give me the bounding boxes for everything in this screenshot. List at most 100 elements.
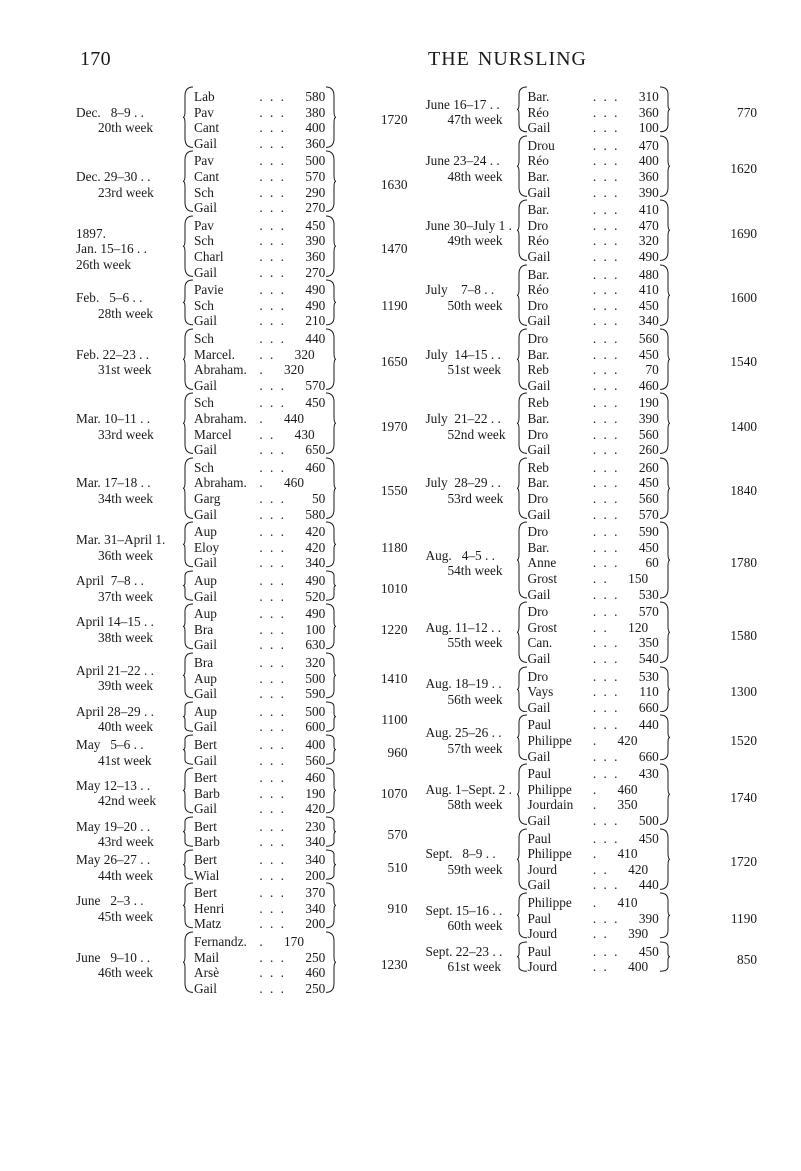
person-name: Sch [194,395,254,411]
leader-dots: . . . [588,378,625,393]
person-value: 260 [625,460,659,476]
leader-dots: . . . [254,655,291,670]
person-name: Bra [194,655,254,671]
date-line: 55th week [426,635,534,651]
person-value: 450 [625,540,659,556]
leader-dots: . [588,782,604,797]
leader-dots: . . . [254,378,291,393]
person-value: 400 [625,153,659,169]
leader-dots: . . . [254,965,291,980]
row-total: 1970 [364,419,408,435]
leader-dots: . . . [254,868,291,883]
leader-dots: . [254,362,270,377]
person-row: Bert . . . 460 [194,770,325,786]
date-line: April 14–15 . . [76,614,200,630]
entry: Sept. 8–9 . .59th weekPaul . . . 450Phil… [426,831,758,893]
leader-dots: . . . [254,786,291,801]
leader-dots: . . . [588,831,625,846]
person-name: Dro [528,218,588,234]
row-total: 1620 [713,161,757,177]
entry: 1897.Jan. 15–16 . .26th weekPav . . . 45… [76,218,408,280]
people-group: Sch . . . 440Marcel. . . 320Abraham. . 3… [194,331,325,393]
person-row: Pav . . . 500 [194,153,325,169]
people-group: Dro . . . 560Bar. . . . 450Reb . . . 70G… [528,331,659,393]
person-value: 370 [291,885,325,901]
brace-right-icon [659,763,670,825]
person-name: Gail [194,686,254,702]
leader-dots: . . . [254,442,291,457]
person-name: Gail [194,136,254,152]
person-value: 530 [625,587,659,603]
leader-dots: . . [588,862,615,877]
date-line: June 23–24 . . [426,153,534,169]
person-value: 430 [281,427,315,443]
person-row: Gail . . . 440 [528,877,659,893]
person-row: Grost . . 120 [528,620,659,636]
date-label: Dec. 29–30 . .23rd week [76,169,200,200]
person-value: 450 [625,944,659,960]
person-row: Aup . . . 490 [194,573,325,589]
entry: April 14–15 . .38th weekAup . . . 490Bra… [76,606,408,653]
person-row: Paul . . . 450 [528,831,659,847]
leader-dots: . . . [588,298,625,313]
people-group: Aup . . . 420Eloy . . . 420Gail . . . 34… [194,524,325,571]
row-total: 1070 [364,786,408,802]
person-name: Abraham. [194,362,254,378]
row-total: 1190 [713,911,757,927]
person-row: Vays . . . 110 [528,684,659,700]
page-number: 170 [80,48,111,71]
row-total: 1720 [713,854,757,870]
person-value: 570 [625,604,659,620]
person-row: Bar. . . . 310 [528,89,659,105]
person-value: 230 [291,819,325,835]
person-name: Gail [528,749,588,765]
date-line: April 21–22 . . [76,663,200,679]
leader-dots: . . . [254,282,291,297]
leader-dots: . . . [588,202,625,217]
entry: May 5–6 . .41st weekBert . . . 400Gail .… [76,737,408,768]
leader-dots: . . . [254,622,291,637]
leader-dots: . . . [588,282,625,297]
person-name: Gail [528,120,588,136]
person-row: Bra . . . 320 [194,655,325,671]
person-value: 390 [625,911,659,927]
leader-dots: . . [254,347,281,362]
person-value: 150 [614,571,648,587]
date-line: 52nd week [426,427,534,443]
date-line: 31st week [76,362,200,378]
person-value: 270 [291,265,325,281]
leader-dots: . . . [254,981,291,996]
person-row: Marcel . . 430 [194,427,325,443]
person-name: Drou [528,138,588,154]
person-value: 460 [270,475,304,491]
person-row: Philippe . 410 [528,846,659,862]
person-value: 350 [603,797,637,813]
date-line: April 28–29 . . [76,704,200,720]
leader-dots: . . . [254,819,291,834]
person-name: Lab [194,89,254,105]
leader-dots: . . . [588,169,625,184]
date-line: 43rd week [76,834,200,850]
leader-dots: . [588,797,604,812]
date-line: May 19–20 . . [76,819,200,835]
person-value: 500 [291,153,325,169]
person-name: Paul [528,717,588,733]
leader-dots: . . . [588,185,625,200]
person-value: 580 [291,507,325,523]
person-row: Dro . . . 570 [528,604,659,620]
person-row: Cant . . . 570 [194,169,325,185]
person-name: Paul [528,944,588,960]
brace-right-icon [325,86,336,148]
date-label: June 30–July 1 .49th week [426,218,534,249]
person-name: Arsè [194,965,254,981]
person-name: Bert [194,819,254,835]
person-name: Wial [194,868,254,884]
date-line: 33rd week [76,427,200,443]
date-line: 50th week [426,298,534,314]
person-value: 490 [291,573,325,589]
person-value: 600 [291,719,325,735]
date-line: 45th week [76,909,200,925]
person-row: Gail . . . 570 [528,507,659,523]
brace-right-icon [325,931,336,993]
date-line: Jan. 15–16 . . [76,241,200,257]
